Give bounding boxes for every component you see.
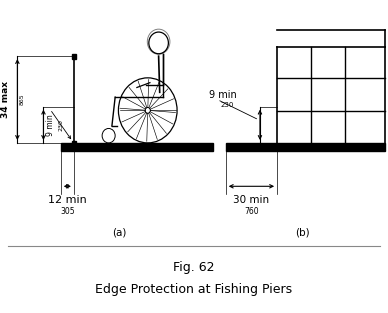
Text: (a): (a)	[112, 227, 127, 237]
Text: 230: 230	[59, 119, 64, 131]
Text: 865: 865	[20, 94, 25, 105]
Text: 30 min: 30 min	[233, 195, 270, 205]
Text: 9 min: 9 min	[209, 90, 237, 100]
Text: (b): (b)	[295, 227, 310, 237]
Text: 230: 230	[221, 102, 234, 108]
Text: Edge Protection at Fishing Piers: Edge Protection at Fishing Piers	[95, 283, 293, 296]
Bar	[72, 141, 76, 145]
Bar	[61, 143, 213, 151]
Text: Fig. 62: Fig. 62	[173, 261, 215, 274]
Text: 305: 305	[60, 207, 74, 216]
Text: 12 min: 12 min	[48, 195, 87, 205]
Bar	[226, 143, 385, 151]
Text: 760: 760	[244, 207, 259, 216]
Text: 9 min: 9 min	[46, 114, 55, 136]
Bar	[72, 54, 76, 59]
Text: 34 max: 34 max	[1, 81, 10, 118]
